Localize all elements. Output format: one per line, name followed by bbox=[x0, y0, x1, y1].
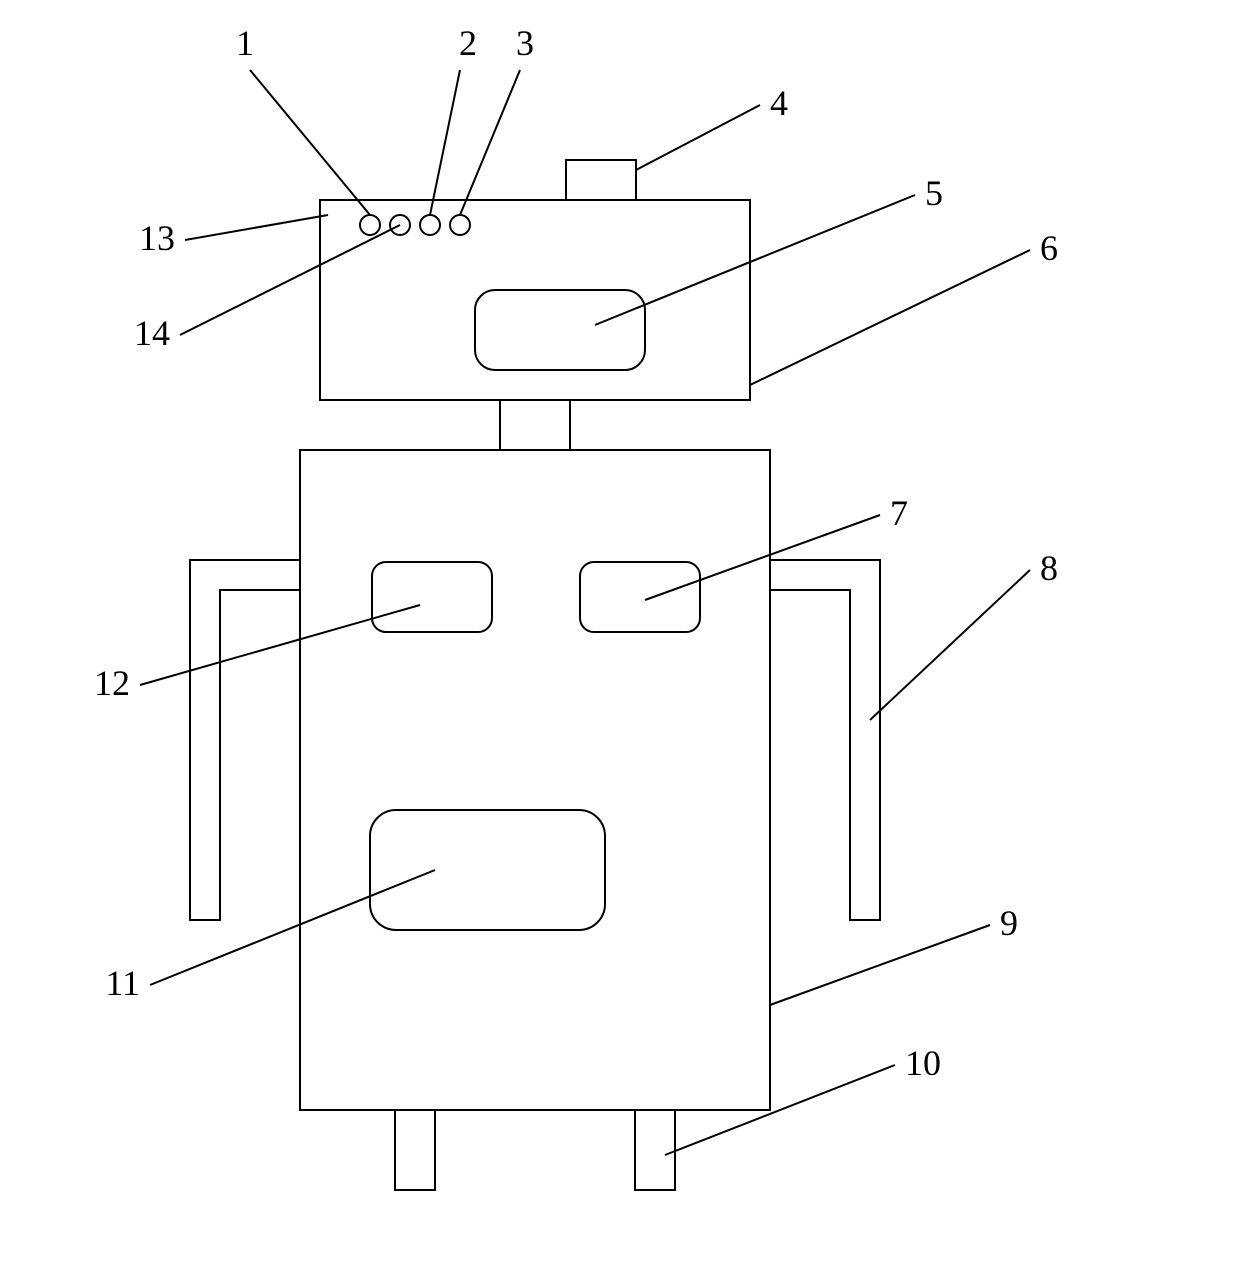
label-l1: 1 bbox=[236, 23, 254, 63]
label-l8: 8 bbox=[1040, 548, 1058, 588]
label-l12: 12 bbox=[94, 663, 130, 703]
indicator-3 bbox=[420, 215, 440, 235]
label-l9: 9 bbox=[1000, 903, 1018, 943]
label-l11: 11 bbox=[105, 963, 140, 1003]
antenna bbox=[566, 160, 636, 200]
label-l2: 2 bbox=[459, 23, 477, 63]
body bbox=[300, 450, 770, 1110]
leg-right bbox=[635, 1110, 675, 1190]
leader-l12 bbox=[140, 605, 420, 685]
label-l5: 5 bbox=[925, 173, 943, 213]
leader-l1 bbox=[250, 70, 370, 215]
label-l6: 6 bbox=[1040, 228, 1058, 268]
leader-l11 bbox=[150, 870, 435, 985]
leader-l13 bbox=[185, 215, 328, 240]
belly-panel bbox=[370, 810, 605, 930]
leader-l2 bbox=[430, 70, 460, 215]
label-l14: 14 bbox=[134, 313, 170, 353]
indicator-1 bbox=[360, 215, 380, 235]
leader-l8 bbox=[870, 570, 1030, 720]
label-l3: 3 bbox=[516, 23, 534, 63]
label-l13: 13 bbox=[139, 218, 175, 258]
leader-l3 bbox=[460, 70, 520, 215]
eye-right bbox=[580, 562, 700, 632]
indicator-4 bbox=[450, 215, 470, 235]
leader-l4 bbox=[636, 105, 760, 170]
leg-left bbox=[395, 1110, 435, 1190]
arm-left bbox=[190, 560, 300, 920]
leader-l5 bbox=[595, 195, 915, 325]
leader-l9 bbox=[770, 925, 990, 1005]
diagram-stage: 1234567891011121314 bbox=[0, 0, 1240, 1283]
leader-l6 bbox=[750, 250, 1030, 385]
head-mouth bbox=[475, 290, 645, 370]
label-l7: 7 bbox=[890, 493, 908, 533]
eye-left bbox=[372, 562, 492, 632]
label-l4: 4 bbox=[770, 83, 788, 123]
diagram-svg: 1234567891011121314 bbox=[0, 0, 1240, 1283]
leader-l7 bbox=[645, 515, 880, 600]
label-l10: 10 bbox=[905, 1043, 941, 1083]
arm-right bbox=[770, 560, 880, 920]
leader-l14 bbox=[180, 225, 400, 335]
